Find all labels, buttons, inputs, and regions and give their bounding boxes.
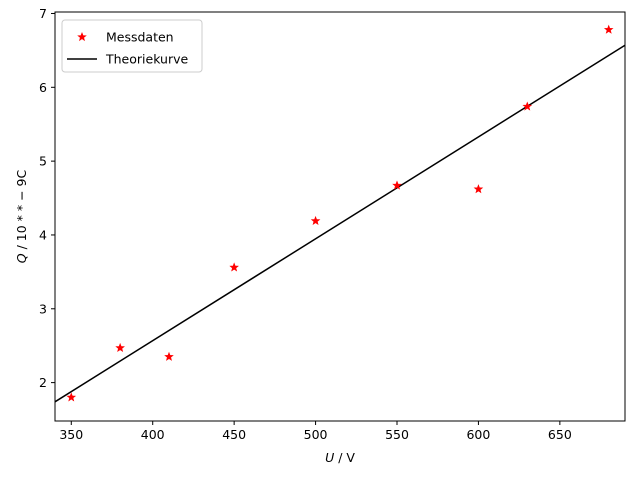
y-tick-label: 4 [39,227,47,242]
legend-label: Messdaten [106,30,174,45]
y-axis-label-unit: / 10 * * − 9C [14,170,29,254]
data-point [310,215,321,226]
data-point [473,184,484,194]
y-axis-label-variable: Q [14,253,29,263]
x-axis-label-unit: / V [334,450,355,465]
y-tick-label: 5 [39,154,47,169]
legend: Messdaten Theoriekurve [61,19,203,73]
y-tick-label: 7 [39,6,47,21]
x-tick-label: 550 [385,427,409,442]
x-tick-label: 400 [141,427,165,442]
data-point [66,392,77,402]
y-tick-label: 3 [39,301,47,316]
plot-area [54,24,626,403]
legend-marker [77,31,87,42]
axes-frame [54,11,626,422]
x-tick-label: 500 [304,427,328,442]
data-point [164,351,174,361]
data-point [229,262,239,272]
x-tick-label: 450 [222,427,246,442]
data-point [603,24,614,34]
x-tick-label: 350 [59,427,83,442]
legend-entry: Theoriekurve [67,52,189,67]
y-axis-ticks: 2 3 4 5 6 7 [39,6,55,390]
x-tick-label: 600 [466,427,490,442]
x-axis-ticks: 350 400 450 500 550 600 650 [59,421,572,442]
x-tick-label: 650 [548,427,572,442]
data-point [522,101,533,111]
data-point [392,180,402,190]
theory-curve-line [54,44,626,403]
y-tick-label: 2 [39,375,47,390]
legend-entry: Messdaten [77,30,174,45]
data-point [115,342,125,352]
legend-label: Theoriekurve [105,52,189,67]
y-axis-label: Q / 10 * * − 9C [14,170,29,264]
x-axis-label: U / V [325,450,355,465]
x-axis-label-variable: U [325,450,334,465]
y-tick-label: 6 [39,80,47,95]
